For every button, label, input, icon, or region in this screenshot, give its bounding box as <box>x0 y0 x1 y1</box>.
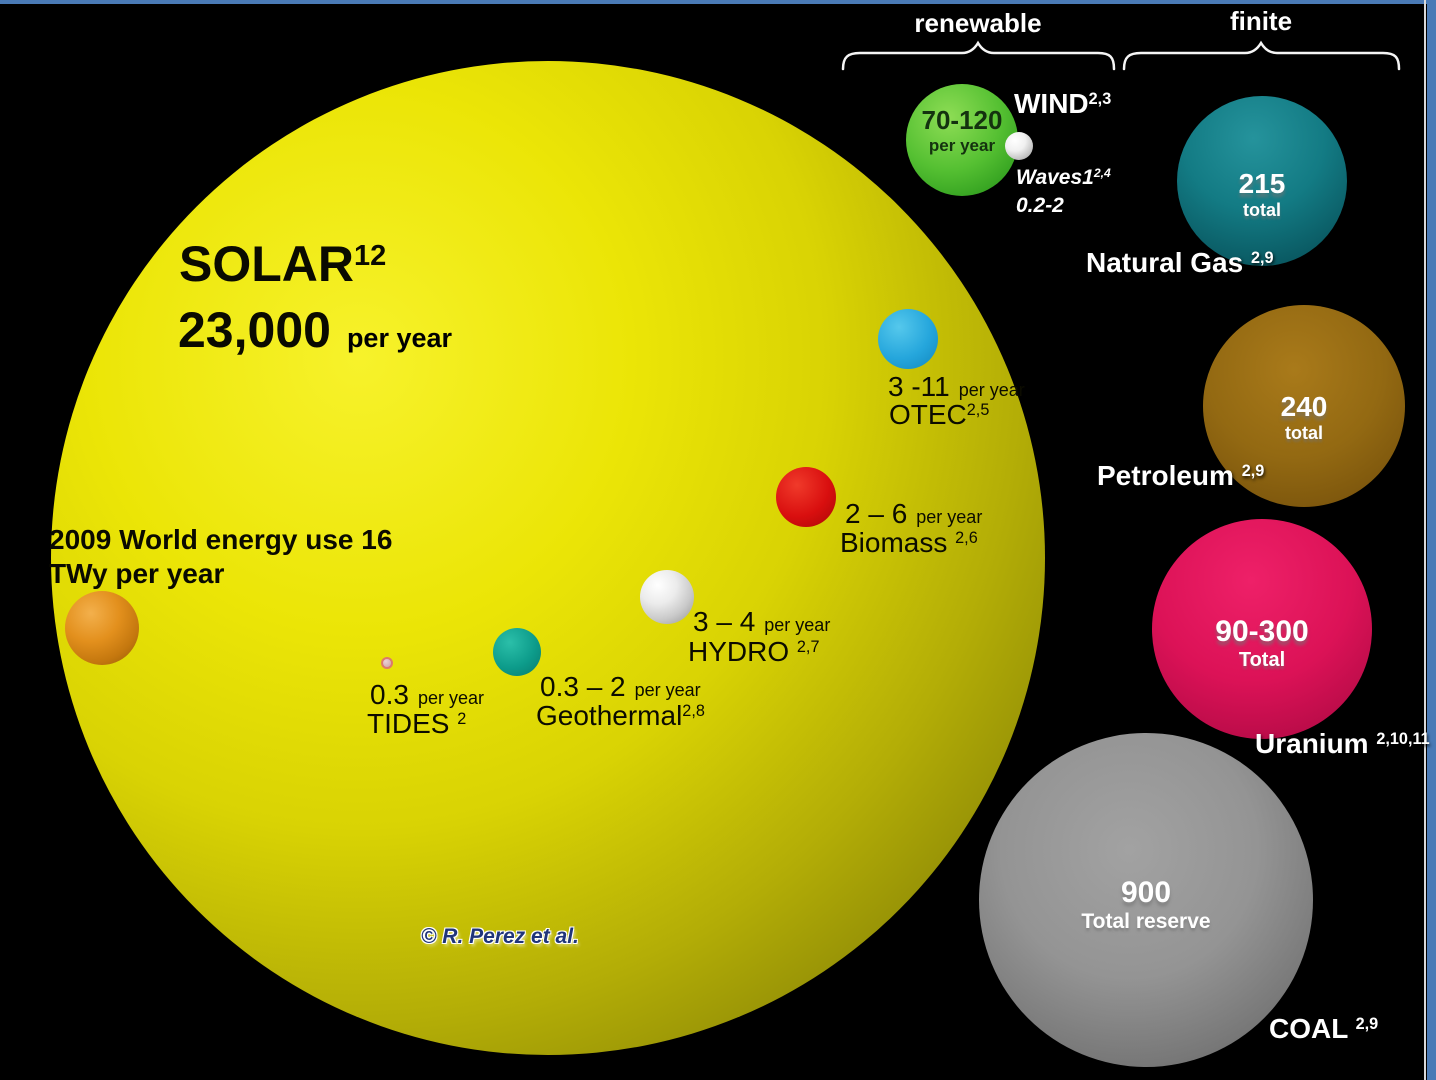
waves-name-line: Waves12,4 <box>1016 165 1111 193</box>
biomass-value-text: 2 – 6 <box>845 498 908 529</box>
hydro-label: HYDRO 2,7 <box>688 636 819 667</box>
world-energy-line1: 2009 World energy use 16 <box>49 524 393 555</box>
petroleum-inner-text: 240 total <box>1203 316 1405 518</box>
geothermal-circle <box>493 628 541 676</box>
biomass-name-text: Biomass <box>840 527 956 558</box>
solar-label: SOLAR12 <box>179 236 386 292</box>
waves-circle <box>1005 132 1033 160</box>
coal-label: COAL 2,9 <box>1269 1013 1378 1044</box>
hydro-value-text: 3 – 4 <box>693 606 756 637</box>
coal-value-text: 900 <box>1120 876 1172 909</box>
petroleum-unit-text: total <box>1285 422 1323 443</box>
hydro-name-text: HYDRO <box>688 636 797 667</box>
petroleum-name-text: Petroleum <box>1097 460 1242 491</box>
hydro-circle <box>640 570 694 624</box>
geothermal-value: 0.3 – 2 per year <box>540 671 701 702</box>
petroleum-circle: 240 total <box>1203 305 1405 507</box>
petroleum-value-text: 240 <box>1280 390 1328 422</box>
finite-brace <box>1122 40 1401 71</box>
geothermal-unit-text: per year <box>634 680 701 700</box>
renewable-brace <box>841 40 1116 71</box>
biomass-circle <box>776 467 836 527</box>
otec-footnote: 2,5 <box>966 401 990 420</box>
coal-name-text: COAL <box>1269 1013 1356 1044</box>
renewable-section-label: renewable <box>914 8 1042 38</box>
wind-inner-text: 70-120 per year <box>906 74 1018 186</box>
hydro-unit-text: per year <box>764 615 831 635</box>
uranium-unit-text: Total <box>1238 648 1286 671</box>
uranium-footnote: 2,10,11 <box>1376 730 1430 749</box>
tides-name-text: TIDES <box>367 708 458 739</box>
natural-gas-value-text: 215 <box>1238 167 1286 199</box>
group-braces <box>841 40 1401 71</box>
uranium-circle: 90-300 Total <box>1152 519 1372 739</box>
biomass-footnote: 2,6 <box>955 529 978 548</box>
uranium-name-text: Uranium <box>1255 728 1377 759</box>
solar-value: 23,000 per year <box>178 302 452 358</box>
tides-unit-text: per year <box>417 688 484 708</box>
otec-unit-text: per year <box>958 380 1025 400</box>
otec-circle <box>878 309 938 369</box>
hydro-footnote: 2,7 <box>796 638 820 657</box>
waves-value-text: 0.2-2 <box>1016 194 1064 217</box>
solar-name-text: SOLAR <box>179 236 354 292</box>
otec-value: 3 -11 per year <box>888 371 1025 402</box>
tides-value: 0.3 per year <box>370 679 484 710</box>
world-energy-note: 2009 World energy use 16 TWy per year <box>49 523 392 591</box>
world-energy-circle <box>65 591 139 665</box>
otec-value-text: 3 -11 <box>888 371 950 402</box>
solar-value-text: 23,000 <box>178 302 331 358</box>
coal-footnote: 2,9 <box>1355 1015 1379 1034</box>
wind-label: WIND2,3 <box>1014 88 1111 119</box>
uranium-inner-text: 90-300 Total <box>1152 533 1372 753</box>
otec-label: OTEC2,5 <box>889 399 989 430</box>
waves-footnote: 2,4 <box>1093 166 1111 181</box>
uranium-value-text: 90-300 <box>1215 614 1309 648</box>
geothermal-value-text: 0.3 – 2 <box>540 671 626 702</box>
solar-footnote: 12 <box>354 240 387 273</box>
solar-unit-text: per year <box>346 323 453 353</box>
geothermal-label: Geothermal2,8 <box>536 700 705 731</box>
biomass-label: Biomass 2,6 <box>840 527 978 558</box>
wind-footnote: 2,3 <box>1088 90 1112 109</box>
tides-circle <box>381 657 393 669</box>
biomass-unit-text: per year <box>916 507 983 527</box>
petroleum-label: Petroleum 2,9 <box>1097 460 1264 491</box>
coal-circle: 900 Total reserve <box>979 733 1313 1067</box>
natural-gas-unit-text: total <box>1243 199 1281 220</box>
wind-name-text: WIND <box>1014 88 1089 119</box>
natural-gas-inner-text: 215 total <box>1177 109 1347 279</box>
otec-name-text: OTEC <box>889 399 967 430</box>
coal-inner-text: 900 Total reserve <box>979 738 1313 1072</box>
right-border-highlight <box>1424 0 1426 1080</box>
wind-circle: 70-120 per year <box>906 84 1018 196</box>
tides-value-text: 0.3 <box>370 679 409 710</box>
coal-unit-text: Total reserve <box>1081 910 1211 933</box>
right-border <box>1427 0 1436 1080</box>
world-energy-line2: TWy per year <box>49 558 225 589</box>
natural-gas-footnote: 2,9 <box>1250 249 1274 268</box>
wind-value-text: 70-120 <box>921 104 1003 135</box>
geothermal-name-text: Geothermal <box>536 700 683 731</box>
natural-gas-circle: 215 total <box>1177 96 1347 266</box>
uranium-label: Uranium 2,10,11 <box>1255 728 1430 759</box>
tides-footnote: 2 <box>457 710 467 729</box>
natural-gas-name-text: Natural Gas <box>1086 247 1251 278</box>
tides-label: TIDES 2 <box>367 708 466 739</box>
copyright-watermark: © R. Perez et al. <box>421 925 579 948</box>
finite-section-label: finite <box>1229 6 1293 36</box>
top-border <box>0 0 1436 4</box>
wind-unit-text: per year <box>928 135 996 155</box>
biomass-value: 2 – 6 per year <box>845 498 982 529</box>
natural-gas-label: Natural Gas 2,9 <box>1086 247 1274 278</box>
solar-circle <box>51 61 1045 1055</box>
petroleum-footnote: 2,9 <box>1241 462 1265 481</box>
geothermal-footnote: 2,8 <box>682 702 705 721</box>
waves-label: Waves12,4 0.2-2 <box>1016 165 1111 219</box>
waves-name-text: Waves1 <box>1016 166 1094 189</box>
hydro-value: 3 – 4 per year <box>693 606 830 637</box>
